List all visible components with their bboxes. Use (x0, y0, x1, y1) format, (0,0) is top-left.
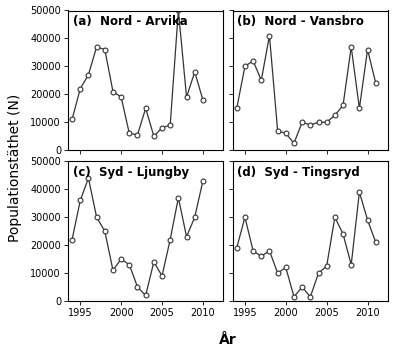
Text: År: År (219, 332, 237, 346)
Text: (c)  Syd - Ljungby: (c) Syd - Ljungby (73, 166, 189, 178)
Text: (b)  Nord - Vansbro: (b) Nord - Vansbro (237, 15, 364, 28)
Text: (d)  Syd - Tingsryd: (d) Syd - Tingsryd (237, 166, 360, 178)
Text: (a)  Nord - Arvika: (a) Nord - Arvika (73, 15, 188, 28)
Text: Populationstäthet (N): Populationstäthet (N) (8, 94, 22, 242)
